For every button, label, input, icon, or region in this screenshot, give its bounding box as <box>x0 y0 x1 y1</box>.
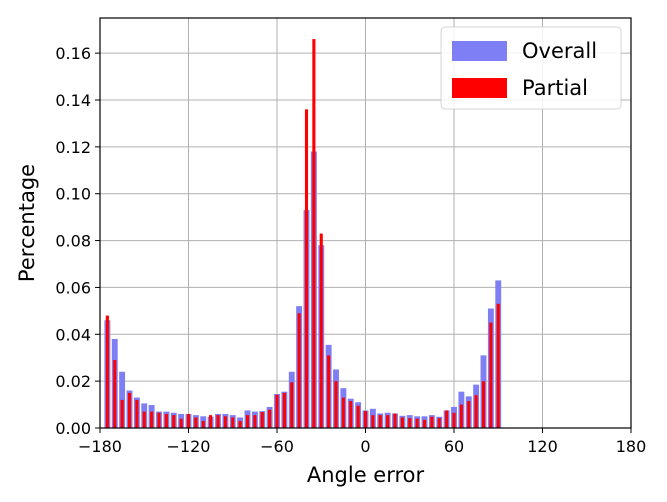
bar-partial <box>201 420 205 428</box>
legend-label-partial: Partial <box>522 76 588 100</box>
bar-partial <box>164 413 168 428</box>
bar-partial <box>363 411 368 428</box>
bar-partial <box>496 303 500 428</box>
bar-partial <box>179 418 183 428</box>
bar-partial <box>120 399 124 428</box>
y-tick-label: 0.00 <box>55 419 91 438</box>
bar-partial <box>489 322 493 428</box>
bar-partial <box>371 415 375 428</box>
bar-partial <box>150 411 154 428</box>
bar-partial <box>356 405 360 428</box>
bar-partial <box>172 415 176 428</box>
bar-partial <box>290 382 294 428</box>
bar-partial <box>459 404 463 428</box>
bar-partial <box>452 412 456 428</box>
legend-swatch-partial <box>452 78 507 98</box>
y-tick-label: 0.12 <box>55 138 91 157</box>
bar-partial <box>430 416 434 428</box>
legend-label-overall: Overall <box>522 39 597 63</box>
bar-partial <box>157 412 161 428</box>
y-tick-label: 0.06 <box>55 278 91 297</box>
y-tick-label: 0.04 <box>55 325 91 344</box>
bar-partial <box>349 401 353 428</box>
bar-partial <box>393 413 397 428</box>
bar-partial <box>304 109 309 428</box>
bar-partial <box>481 381 486 428</box>
y-axis-title: Percentage <box>15 164 39 282</box>
bar-partial <box>415 418 419 428</box>
legend: Overall Partial <box>440 26 622 110</box>
bar-partial <box>268 409 272 428</box>
bar-partial <box>135 399 139 428</box>
bar-partial <box>186 413 191 428</box>
bar-partial <box>127 392 132 428</box>
bar-partial <box>194 417 198 428</box>
bar-partial <box>312 39 316 428</box>
y-tick-label: 0.16 <box>55 44 91 63</box>
bar-partial <box>386 415 390 428</box>
bar-partial <box>238 420 242 428</box>
bar-partial <box>216 415 220 428</box>
bar-partial <box>400 417 404 428</box>
x-tick-label: 0 <box>360 437 370 456</box>
y-axis-ticks: 0.00 0.02 0.04 0.06 0.08 0.10 0.12 0.14 0.16 <box>55 44 100 438</box>
y-tick-label: 0.10 <box>55 185 91 204</box>
y-tick-label: 0.14 <box>55 91 91 110</box>
bar-partial <box>275 394 279 428</box>
bars <box>104 39 502 429</box>
bar-partial <box>408 418 412 428</box>
x-tick-label: −180 <box>78 437 122 456</box>
x-tick-label: −60 <box>260 437 294 456</box>
bar-partial <box>231 417 235 428</box>
bar-partial <box>223 416 227 428</box>
bar-partial <box>253 415 257 428</box>
bar-partial <box>282 392 286 428</box>
bar-partial <box>437 418 441 428</box>
y-tick-label: 0.08 <box>55 232 91 251</box>
x-tick-label: −120 <box>167 437 211 456</box>
x-axis-ticks: −180 −120 −60 0 60 120 180 <box>78 428 646 456</box>
bar-partial <box>209 415 213 428</box>
bar-partial <box>319 233 323 428</box>
bar-partial <box>474 395 478 428</box>
bar-partial <box>467 401 471 428</box>
bar-partial <box>422 419 427 428</box>
x-axis-title: Angle error <box>307 463 425 487</box>
bar-partial <box>245 415 250 428</box>
x-tick-label: 60 <box>444 437 464 456</box>
bar-partial <box>341 397 345 428</box>
bar-partial <box>113 360 117 428</box>
bar-partial <box>260 412 264 428</box>
y-tick-label: 0.02 <box>55 372 91 391</box>
legend-swatch-overall <box>452 41 507 61</box>
bar-partial <box>297 313 301 428</box>
bar-partial <box>327 355 331 428</box>
bar-partial <box>105 315 109 428</box>
x-tick-label: 180 <box>616 437 647 456</box>
bar-partial <box>142 411 146 428</box>
x-tick-label: 120 <box>527 437 558 456</box>
bar-partial <box>378 415 382 428</box>
bar-partial <box>445 410 449 428</box>
bar-partial <box>334 381 338 428</box>
